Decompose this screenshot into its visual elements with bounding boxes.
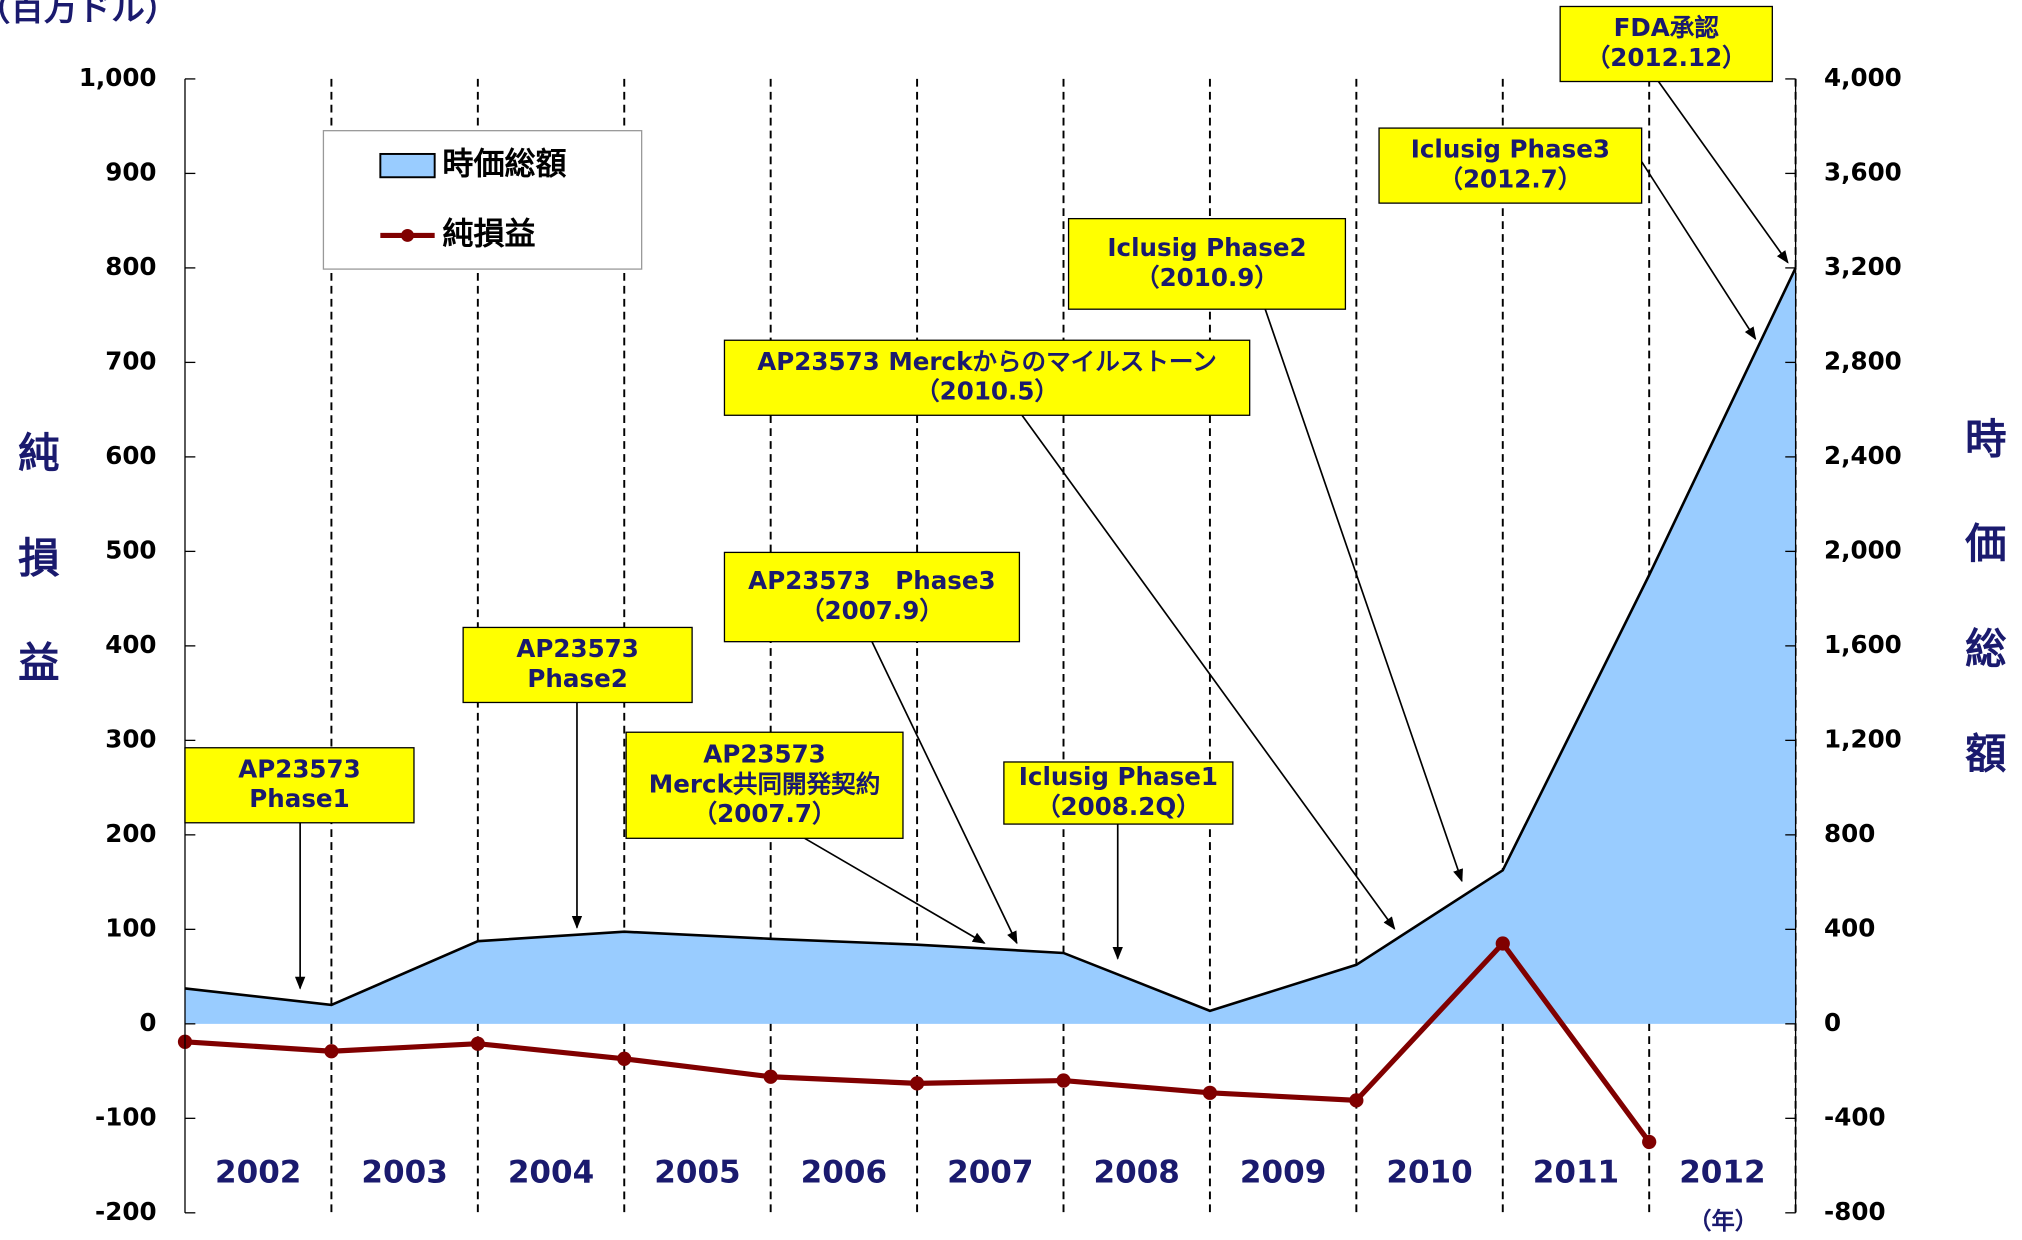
y-tick-label: -200: [95, 1197, 156, 1226]
annotation-box: [723, 551, 1021, 643]
annotation-text: FDA承認: [1614, 13, 1720, 42]
y2-tick-label: 2,400: [1824, 441, 1902, 470]
legend: [322, 130, 643, 270]
point: [1202, 1085, 1218, 1100]
annotation-text: Phase2: [527, 664, 627, 693]
annotation-text: AP23573: [516, 634, 638, 663]
x-tick-label: 2002: [215, 1154, 301, 1190]
annotation-text: （2007.7）: [693, 799, 837, 828]
y-tick-label: 100: [105, 913, 156, 942]
annotation-arrow: [871, 641, 1018, 945]
x-tick-label: 2003: [361, 1154, 447, 1190]
annotation-box: [1378, 127, 1643, 204]
point: [1056, 1073, 1071, 1088]
annotation-text: （2012.7）: [1438, 164, 1582, 193]
point: [470, 1036, 485, 1051]
point: [324, 1044, 339, 1059]
y2-tick-label: 0: [1824, 1008, 1841, 1037]
annotation-text: Phase1: [249, 784, 349, 813]
y-tick-label: 800: [105, 252, 156, 281]
y-tick-label: 700: [105, 346, 156, 375]
annotation-arrow: [1657, 81, 1789, 264]
annotation-text: Merck共同開発契約: [649, 769, 881, 798]
point: [909, 1076, 925, 1091]
annotation-text: AP23573 Merckからのマイルストーン: [757, 347, 1217, 376]
x-tick-label: 2012: [1679, 1154, 1765, 1190]
y-tick-label: 400: [105, 630, 156, 659]
area: [184, 267, 1796, 1024]
point: [617, 1051, 632, 1066]
annotation-text: （2010.9）: [1135, 263, 1279, 292]
y-tick-label: 1,000: [79, 63, 157, 92]
annotation-arrow: [1264, 308, 1463, 883]
annotation-box: [184, 747, 415, 824]
annotation-arrow: [1021, 414, 1396, 930]
annotation-text: AP23573: [703, 740, 825, 769]
y-tick-label: 500: [105, 535, 156, 564]
y2-tick-label: 3,600: [1824, 157, 1902, 186]
annotation-box: [1003, 761, 1234, 825]
y2-tick-label: 1,200: [1824, 724, 1902, 753]
x-tick-label: 2004: [508, 1154, 594, 1190]
y2-tick-label: 4,000: [1824, 63, 1902, 92]
y2-tick-label: -800: [1824, 1197, 1885, 1226]
y-tick-label: 600: [105, 441, 156, 470]
y2-axis-label: 時: [1965, 415, 2006, 463]
y-tick-label: 0: [139, 1008, 156, 1037]
x-tick-label: 2011: [1533, 1154, 1619, 1190]
chart-title: （百万ドル）: [0, 0, 178, 28]
y-axis-label: 益: [18, 639, 59, 687]
annotation-text: （2007.9）: [800, 596, 944, 625]
x-tick-label: 2006: [801, 1154, 887, 1190]
annotation-text: Iclusig Phase3: [1411, 135, 1610, 164]
annotation-text: （2012.12）: [1586, 43, 1747, 72]
point: [763, 1069, 778, 1084]
y2-axis-label: 価: [1964, 520, 2006, 568]
point: [1642, 1134, 1657, 1150]
annotation-arrow: [804, 837, 986, 944]
annotation-text: AP23573: [238, 754, 360, 783]
y-axis-label: 損: [18, 534, 60, 582]
y2-tick-label: 400: [1824, 913, 1875, 942]
area-outline: [184, 267, 1797, 1013]
y2-tick-label: 1,600: [1824, 630, 1902, 659]
x-tick-label: 2009: [1240, 1154, 1326, 1190]
annotation-box: [625, 731, 904, 839]
x-axis-label: （年）: [1688, 1208, 1758, 1235]
y2-tick-label: 3,200: [1824, 252, 1902, 281]
annotation-box: [1067, 217, 1347, 310]
legend-label: 時価総額: [442, 147, 566, 183]
legend-swatch-dot: [401, 228, 414, 242]
y2-axis-label: 総: [1965, 625, 2007, 673]
y2-tick-label: 2,000: [1824, 535, 1902, 564]
annotation-box: [1559, 5, 1773, 83]
annotation-text: （2008.2Q）: [1036, 792, 1201, 821]
x-tick-label: 2008: [1094, 1154, 1180, 1190]
annotation-box: [462, 626, 693, 704]
annotation-text: Iclusig Phase2: [1107, 233, 1306, 262]
y2-tick-label: -400: [1824, 1102, 1885, 1131]
y2-tick-label: 2,800: [1824, 346, 1902, 375]
point: [1495, 936, 1510, 951]
annotation-text: （2010.5）: [915, 377, 1059, 406]
annotation-box: [723, 339, 1251, 416]
x-tick-label: 2005: [654, 1154, 740, 1190]
legend-swatch: [379, 152, 436, 179]
y-tick-label: 200: [105, 819, 156, 848]
y-tick-label: 300: [105, 724, 156, 753]
point: [1349, 1093, 1364, 1108]
y2-tick-label: 800: [1824, 819, 1875, 848]
x-tick-label: 2010: [1386, 1154, 1472, 1190]
y-axis-label: 純: [18, 430, 59, 478]
x-tick-label: 2007: [947, 1154, 1033, 1190]
y2-axis-label: 額: [1965, 730, 2006, 778]
annotation-text: AP23573 Phase3: [748, 566, 995, 595]
annotation-arrow: [1640, 161, 1757, 341]
y-tick-label: -100: [95, 1102, 156, 1131]
legend-label: 純損益: [442, 216, 535, 252]
annotation-text: Iclusig Phase1: [1019, 762, 1218, 791]
y-tick-label: 900: [105, 157, 156, 186]
